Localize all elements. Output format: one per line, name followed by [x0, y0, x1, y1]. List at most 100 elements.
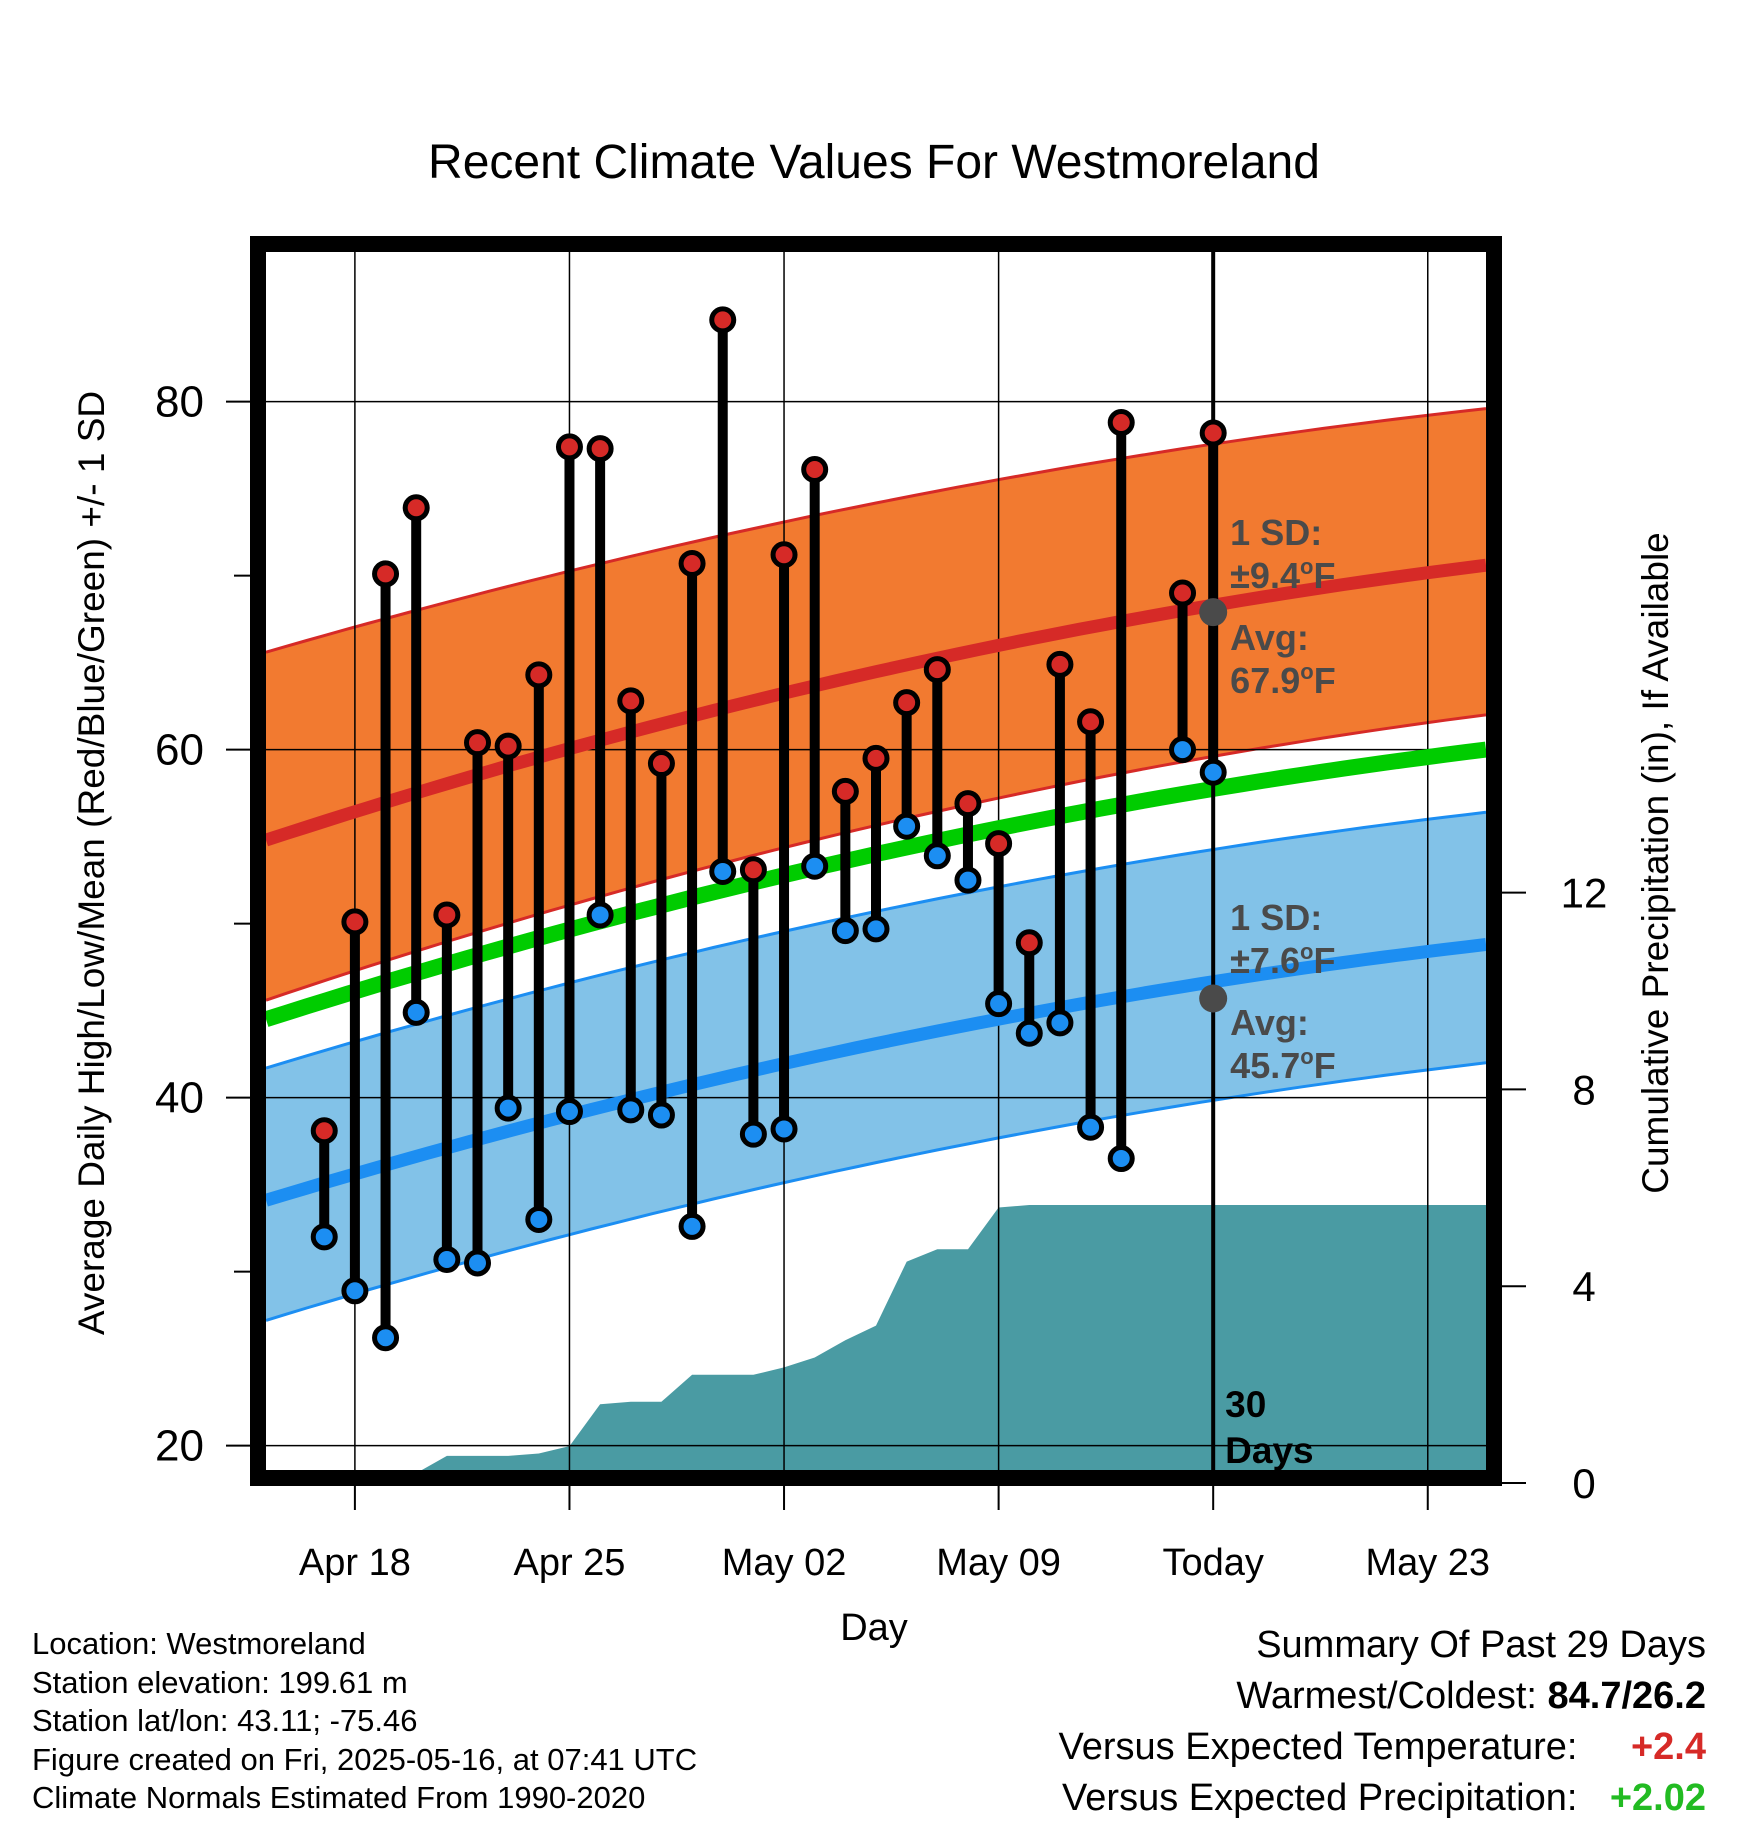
temp-value: +2.4: [1630, 1726, 1706, 1768]
daily-low-point: [985, 990, 1013, 1018]
precip-value: +2.02: [1609, 1777, 1706, 1819]
warm-cold-label: Warmest/Coldest:: [1236, 1675, 1537, 1717]
station-info: Location: Westmoreland Station elevation…: [32, 1625, 697, 1818]
x-tick-label: May 09: [936, 1542, 1061, 1584]
daily-high-point: [1077, 708, 1105, 736]
y2-tick-label: 0: [1572, 1460, 1595, 1507]
high-sd-annotation-0: 1 SD:: [1230, 512, 1322, 553]
daily-high-point: [341, 908, 369, 936]
daily-low-point: [494, 1094, 522, 1122]
daily-low-point: [1107, 1145, 1135, 1173]
x-tick-label: Apr 25: [513, 1542, 625, 1584]
daily-low-point: [1169, 736, 1197, 764]
daily-low-point: [1199, 758, 1227, 786]
low-normal-line: [266, 938, 1486, 1207]
daily-low-point: [739, 1120, 767, 1148]
high-avg-annotation-0: Avg:: [1230, 617, 1309, 658]
low-sd-annotation-0: 1 SD:: [1230, 897, 1322, 938]
y-tick-label: 80: [155, 378, 204, 427]
daily-low-point: [801, 852, 829, 880]
daily-high-point: [402, 494, 430, 522]
daily-low-point: [954, 866, 982, 894]
daily-high-point: [801, 456, 829, 483]
daily-high-point: [923, 656, 951, 684]
high-sd-annotation-1: ±9.4oF: [1230, 554, 1335, 596]
today-days-label: 30: [1225, 1384, 1266, 1425]
daily-low-point: [617, 1096, 645, 1124]
precipitation-area: [421, 1205, 1486, 1470]
low-avg-marker: [1199, 984, 1228, 1013]
daily-high-point: [1199, 419, 1227, 447]
daily-high-point: [954, 790, 982, 818]
daily-low-point: [678, 1212, 706, 1240]
daily-high-point: [831, 777, 859, 805]
daily-high-point: [1015, 929, 1043, 957]
daily-high-point: [647, 750, 675, 778]
y2-tick-label: 12: [1561, 870, 1608, 917]
temp-label: Versus Expected Temperature:: [1058, 1726, 1578, 1768]
x-tick-label: May 02: [722, 1542, 847, 1584]
daily-low-point: [923, 842, 951, 870]
daily-low-point: [893, 812, 921, 840]
x-axis-label: Day: [840, 1607, 908, 1649]
daily-low-point: [1046, 1009, 1074, 1037]
warm-cold-value: 84.7/26.2: [1547, 1675, 1706, 1717]
high-avg-marker: [1199, 598, 1228, 627]
daily-low-point: [862, 915, 890, 943]
summary-precip: Versus Expected Precipitation: +2.02: [1059, 1773, 1706, 1824]
daily-low-point: [831, 917, 859, 945]
daily-high-point: [310, 1117, 338, 1145]
daily-high-point: [1169, 579, 1197, 607]
info-latlon: Station lat/lon: 43.11; -75.46: [32, 1703, 418, 1738]
info-location: Location: Westmoreland: [32, 1626, 366, 1661]
daily-high-point: [555, 433, 583, 461]
daily-high-point: [770, 541, 798, 569]
low-sd-band: [266, 812, 1486, 1321]
summary-temp: Versus Expected Temperature: +2.4: [1059, 1722, 1706, 1773]
daily-low-point: [709, 857, 737, 885]
daily-low-point: [525, 1205, 553, 1233]
daily-high-point: [586, 435, 614, 463]
daily-high-point: [678, 549, 706, 577]
high-avg-annotation-1: 67.9oF: [1230, 659, 1336, 701]
low-avg-annotation-0: Avg:: [1230, 1002, 1309, 1043]
daily-low-point: [402, 998, 430, 1026]
daily-low-point: [372, 1324, 400, 1352]
x-tick-label: May 23: [1365, 1542, 1490, 1584]
y2-tick-label: 8: [1572, 1066, 1595, 1113]
y-tick-label: 40: [155, 1074, 204, 1123]
precip-label: Versus Expected Precipitation:: [1062, 1777, 1578, 1819]
y-axis-label: Average Daily High/Low/Mean (Red/Blue/Gr…: [71, 391, 112, 1335]
y-tick-label: 20: [155, 1422, 204, 1471]
plot-frame: [250, 236, 1502, 1486]
daily-low-point: [433, 1245, 461, 1273]
daily-high-point: [985, 830, 1013, 858]
high-upper-line: [266, 407, 1486, 654]
daily-high-point: [372, 560, 400, 588]
info-elevation: Station elevation: 199.61 m: [32, 1664, 408, 1700]
info-normals: Climate Normals Estimated From 1990-2020: [32, 1780, 646, 1815]
daily-high-point: [617, 687, 645, 715]
daily-high-point: [433, 901, 461, 929]
chart-title: Recent Climate Values For Westmoreland: [428, 136, 1320, 189]
daily-high-point: [464, 729, 492, 757]
daily-low-point: [1015, 1019, 1043, 1047]
daily-high-point: [739, 856, 767, 884]
x-tick-label: Today: [1162, 1542, 1263, 1584]
y-tick-label: 60: [155, 726, 204, 775]
high-normal-line: [266, 558, 1486, 847]
daily-low-point: [555, 1098, 583, 1126]
daily-low-point: [770, 1115, 798, 1143]
daily-high-point: [893, 689, 921, 717]
daily-high-point: [494, 732, 522, 760]
daily-low-point: [1077, 1113, 1105, 1141]
low-sd-annotation-1: ±7.6oF: [1230, 939, 1335, 981]
summary-panel: Summary Of Past 29 Days Warmest/Coldest:…: [1059, 1620, 1706, 1824]
low-avg-annotation-1: 45.7oF: [1230, 1044, 1336, 1086]
daily-high-point: [525, 661, 553, 689]
daily-low-point: [586, 901, 614, 929]
daily-high-point: [709, 306, 737, 334]
daily-low-point: [341, 1277, 369, 1305]
daily-high-point: [862, 744, 890, 772]
